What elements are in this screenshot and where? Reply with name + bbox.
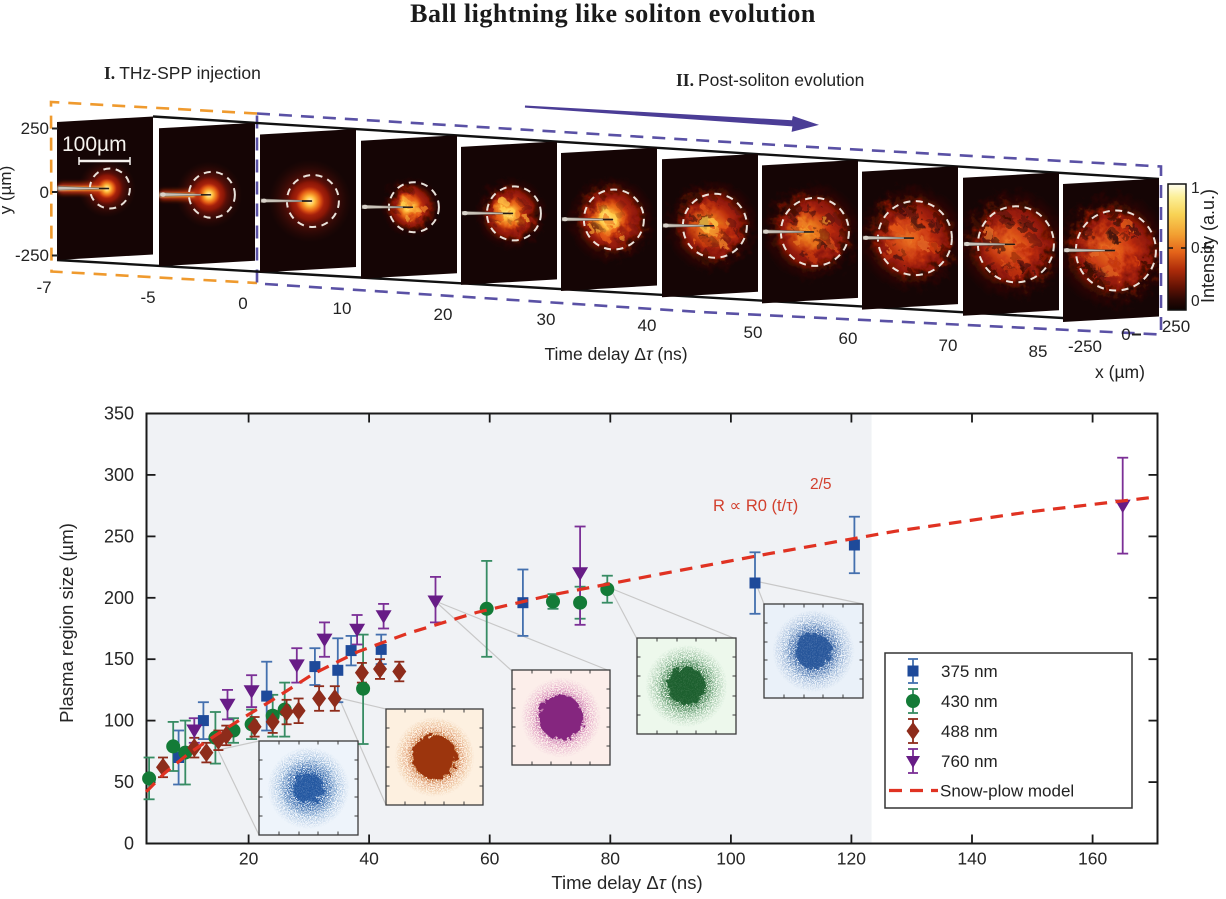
svg-text:Intensity (a.u.): Intensity (a.u.) xyxy=(1198,189,1218,303)
svg-text:760 nm: 760 nm xyxy=(941,752,998,771)
svg-text:60: 60 xyxy=(480,849,500,869)
svg-text:60: 60 xyxy=(839,329,858,348)
svg-text:250: 250 xyxy=(104,526,134,546)
svg-text:-250: -250 xyxy=(15,246,49,265)
svg-text:80: 80 xyxy=(601,849,621,869)
svg-text:-5: -5 xyxy=(140,288,155,307)
svg-text:300: 300 xyxy=(104,465,134,485)
svg-text:350: 350 xyxy=(104,404,134,424)
svg-text:30: 30 xyxy=(537,310,556,329)
svg-text:2/5: 2/5 xyxy=(810,476,832,493)
svg-text:0.5: 0.5 xyxy=(1191,240,1213,257)
svg-text:50: 50 xyxy=(744,323,763,342)
svg-text:140: 140 xyxy=(957,849,986,869)
svg-text:Ball lightning like soliton ev: Ball lightning like soliton evolution xyxy=(410,0,816,28)
svg-text:10: 10 xyxy=(333,299,352,318)
svg-text:I.THz-SPP injection: I. THz-SPP injection xyxy=(104,63,261,83)
svg-text:0: 0 xyxy=(238,294,247,313)
svg-text:0: 0 xyxy=(1121,325,1130,344)
svg-text:0: 0 xyxy=(1191,293,1200,310)
svg-text:1: 1 xyxy=(1191,180,1200,197)
svg-text:85: 85 xyxy=(1029,342,1048,361)
svg-text:Time delay Δτ (ns): Time delay Δτ (ns) xyxy=(544,344,687,364)
svg-text:-250: -250 xyxy=(1068,337,1102,356)
svg-text:y (µm): y (µm) xyxy=(0,166,15,215)
svg-text:Time delay Δτ (ns): Time delay Δτ (ns) xyxy=(551,872,702,893)
svg-text:x (µm): x (µm) xyxy=(1095,362,1145,382)
svg-text:430 nm: 430 nm xyxy=(941,692,998,711)
svg-text:250: 250 xyxy=(21,119,49,138)
svg-text:II.Post-soliton evolution: II. Post-soliton evolution xyxy=(676,70,864,90)
svg-text:40: 40 xyxy=(638,316,657,335)
svg-text:150: 150 xyxy=(104,649,134,669)
svg-text:488 nm: 488 nm xyxy=(941,722,998,741)
svg-text:20: 20 xyxy=(239,849,259,869)
svg-text:250: 250 xyxy=(1162,317,1190,336)
svg-text:375 nm: 375 nm xyxy=(941,662,998,681)
svg-text:100: 100 xyxy=(716,849,745,869)
svg-text:100µm: 100µm xyxy=(62,133,127,156)
svg-text:100: 100 xyxy=(104,711,134,731)
svg-text:Plasma region size (µm): Plasma region size (µm) xyxy=(56,523,77,723)
svg-text:R ∝ R0 (t/τ): R ∝ R0 (t/τ) xyxy=(713,497,798,515)
svg-text:70: 70 xyxy=(939,336,958,355)
svg-text:20: 20 xyxy=(434,305,453,324)
svg-text:-7: -7 xyxy=(36,278,51,297)
svg-text:120: 120 xyxy=(837,849,866,869)
svg-text:Snow-plow model: Snow-plow model xyxy=(940,782,1074,801)
svg-text:0: 0 xyxy=(124,834,134,854)
svg-text:0: 0 xyxy=(40,183,49,202)
svg-text:50: 50 xyxy=(114,772,134,792)
svg-text:200: 200 xyxy=(104,588,134,608)
svg-text:40: 40 xyxy=(359,849,379,869)
svg-text:160: 160 xyxy=(1078,849,1107,869)
